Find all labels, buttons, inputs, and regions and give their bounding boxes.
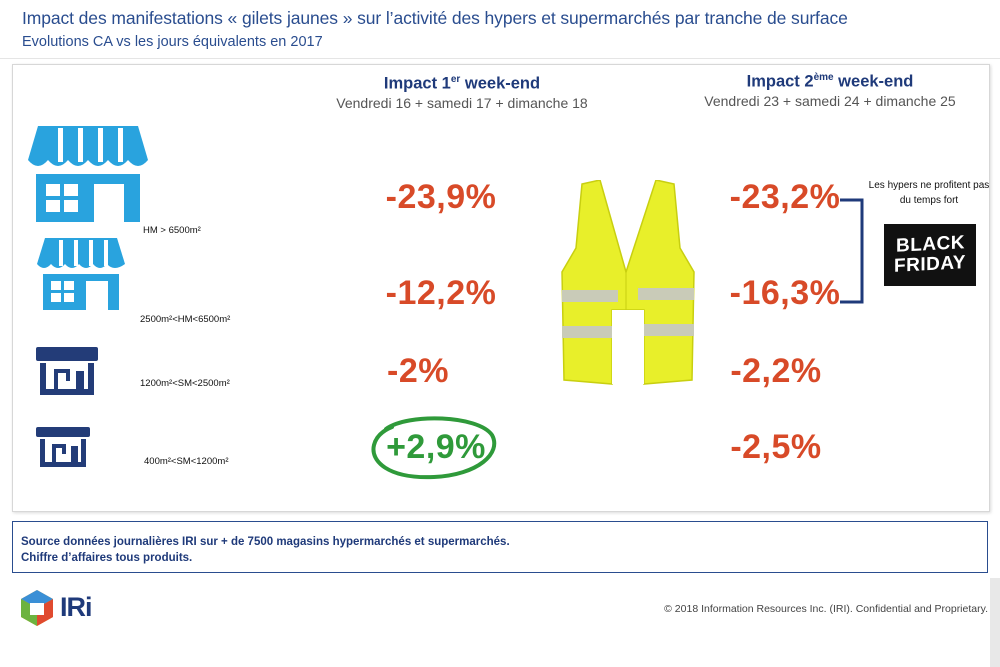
copyright-text: © 2018 Information Resources Inc. (IRI).…	[664, 603, 988, 615]
annotation-note: Les hypers ne profitent pas du temps for…	[868, 180, 990, 206]
value-w2-seg4: -2,5%	[730, 428, 822, 466]
source-line-1: Source données journalières IRI sur + de…	[21, 536, 510, 548]
value-w1-seg1: -23,9%	[385, 178, 497, 216]
weekend-1-title: Impact 1er week-end	[383, 74, 541, 93]
smallest-store-icon	[36, 427, 90, 467]
value-w1-seg2: -12,2%	[385, 274, 497, 312]
value-w2-seg1: -23,2%	[729, 178, 841, 216]
source-box: Source données journalières IRI sur + de…	[12, 521, 988, 573]
weekend-2-header: Impact 2ème week-end Vendredi 23 + samed…	[670, 72, 990, 109]
highlight-circle	[371, 416, 497, 480]
content-panel	[12, 64, 990, 512]
iri-logo-icon	[21, 590, 53, 626]
medium-store-icon	[37, 238, 125, 310]
segment-label-2: 2500m²<HM<6500m²	[140, 314, 231, 325]
black-friday-badge: BLACK FRIDAY	[884, 224, 976, 286]
yellow-vest-icon	[561, 180, 695, 385]
segment-label-3: 1200m²<SM<2500m²	[140, 378, 230, 389]
value-w2-seg2: -16,3%	[729, 274, 841, 312]
iri-logo-text: IRi	[60, 592, 93, 622]
badge-line-2: FRIDAY	[894, 252, 966, 277]
weekend-2-title: Impact 2ème week-end	[746, 72, 914, 91]
segment-label-4: 400m²<SM<1200m²	[144, 456, 229, 467]
weekend-2-dates: Vendredi 23 + samedi 24 + dimanche 25	[704, 92, 956, 109]
source-line-2: Chiffre d’affaires tous produits.	[21, 552, 193, 564]
weekend-1-header: Impact 1er week-end Vendredi 16 + samedi…	[302, 74, 622, 111]
segment-label-1: HM > 6500m²	[143, 225, 201, 236]
weekend-1-dates: Vendredi 16 + samedi 17 + dimanche 18	[336, 94, 588, 111]
large-store-icon	[28, 126, 148, 222]
value-w1-seg4: +2,9%	[386, 428, 486, 466]
value-w2-seg3: -2,2%	[730, 352, 822, 390]
bracket-connector	[840, 198, 864, 304]
value-w1-seg3: -2%	[387, 352, 449, 390]
small-store-icon	[36, 347, 98, 395]
page-subtitle: Evolutions CA vs les jours équivalents e…	[22, 34, 323, 50]
divider	[0, 58, 1000, 59]
page-title: Impact des manifestations « gilets jaune…	[22, 8, 848, 28]
footer-edge	[990, 578, 1000, 667]
